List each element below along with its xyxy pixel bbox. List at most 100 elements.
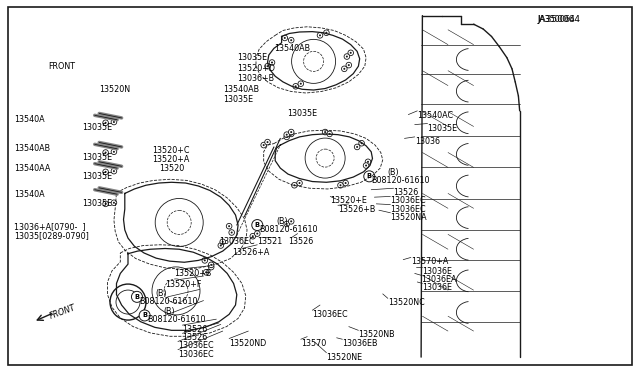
Circle shape [327,131,332,137]
Circle shape [328,133,331,135]
Circle shape [365,159,371,165]
Text: B: B [367,173,372,179]
Circle shape [230,231,233,234]
Circle shape [364,171,375,182]
Circle shape [300,83,302,85]
Text: FRONT: FRONT [48,303,77,321]
Circle shape [113,151,115,153]
Text: 13526: 13526 [182,333,207,342]
Text: B08120-61610: B08120-61610 [371,176,429,185]
Circle shape [364,163,369,169]
Circle shape [210,266,212,268]
Circle shape [228,225,230,227]
Circle shape [209,262,214,268]
Circle shape [250,233,255,239]
Text: 13035E: 13035E [82,172,112,181]
Circle shape [104,171,107,173]
Text: 13035E: 13035E [428,124,458,132]
Circle shape [202,257,207,263]
Circle shape [103,120,108,126]
Text: (B): (B) [163,307,175,316]
Circle shape [289,218,294,224]
Circle shape [210,264,212,266]
Circle shape [266,141,269,143]
Text: 13520+D: 13520+D [237,64,275,73]
Circle shape [297,180,302,186]
Circle shape [285,136,288,138]
Text: 13540AB: 13540AB [14,144,50,153]
Circle shape [104,151,107,154]
Text: 13520: 13520 [159,164,184,173]
Text: JA350064: JA350064 [538,15,575,24]
Circle shape [111,168,116,174]
Circle shape [290,220,292,222]
Circle shape [218,243,223,248]
Text: 13520+B: 13520+B [174,269,211,278]
Circle shape [324,30,329,36]
Circle shape [204,269,209,275]
Text: 13520+E: 13520+E [330,196,367,205]
Text: B08120-61610: B08120-61610 [259,225,317,234]
Text: (B): (B) [156,289,167,298]
Text: 13526: 13526 [288,237,313,246]
Circle shape [111,200,116,206]
Text: 13520ND: 13520ND [229,339,266,347]
Circle shape [323,129,328,135]
Text: 13035E: 13035E [223,95,253,104]
Text: B: B [255,222,260,228]
Text: 13035E: 13035E [82,199,112,208]
Text: JA350064: JA350064 [538,15,580,24]
Circle shape [221,241,224,243]
Text: 13035E: 13035E [82,153,112,161]
Text: 13036+B: 13036+B [237,74,274,83]
Text: 13036: 13036 [415,137,440,146]
Text: B: B [142,312,147,318]
Circle shape [265,63,270,69]
Circle shape [294,85,297,87]
Text: 13520NA: 13520NA [390,213,427,222]
Text: 13036EC: 13036EC [312,310,348,319]
Circle shape [348,64,350,66]
Circle shape [252,219,263,231]
Text: 13570: 13570 [301,339,326,348]
Text: 13520+C: 13520+C [152,146,190,155]
Circle shape [229,230,234,235]
Circle shape [356,146,358,148]
Circle shape [113,202,115,204]
Circle shape [284,37,286,39]
Text: 13036E: 13036E [422,283,452,292]
Circle shape [111,149,116,155]
Text: 13035E: 13035E [82,123,112,132]
Circle shape [113,170,115,172]
Text: 13036EC: 13036EC [178,350,214,359]
Text: 13540A: 13540A [14,115,45,124]
Text: 13036+A[0790-  ]: 13036+A[0790- ] [14,222,86,231]
Circle shape [343,68,346,70]
Circle shape [346,62,351,68]
Circle shape [324,131,326,133]
Text: B: B [134,294,140,300]
Circle shape [298,182,301,184]
Circle shape [227,223,232,229]
Circle shape [289,37,294,43]
Circle shape [346,55,348,58]
Text: 13540AB: 13540AB [274,44,310,53]
Circle shape [220,239,225,245]
Text: (B): (B) [388,168,399,177]
Text: 13036E: 13036E [422,267,452,276]
Circle shape [355,144,360,150]
Circle shape [338,182,343,188]
Circle shape [104,203,107,205]
Circle shape [289,129,294,135]
Circle shape [271,61,273,64]
Circle shape [113,121,115,123]
Circle shape [285,134,288,136]
Circle shape [342,66,347,72]
Circle shape [344,182,347,184]
Text: 13036EC: 13036EC [219,237,255,246]
Circle shape [204,259,206,262]
Circle shape [103,150,108,155]
Circle shape [319,34,321,36]
Circle shape [298,81,303,87]
Circle shape [290,39,292,41]
